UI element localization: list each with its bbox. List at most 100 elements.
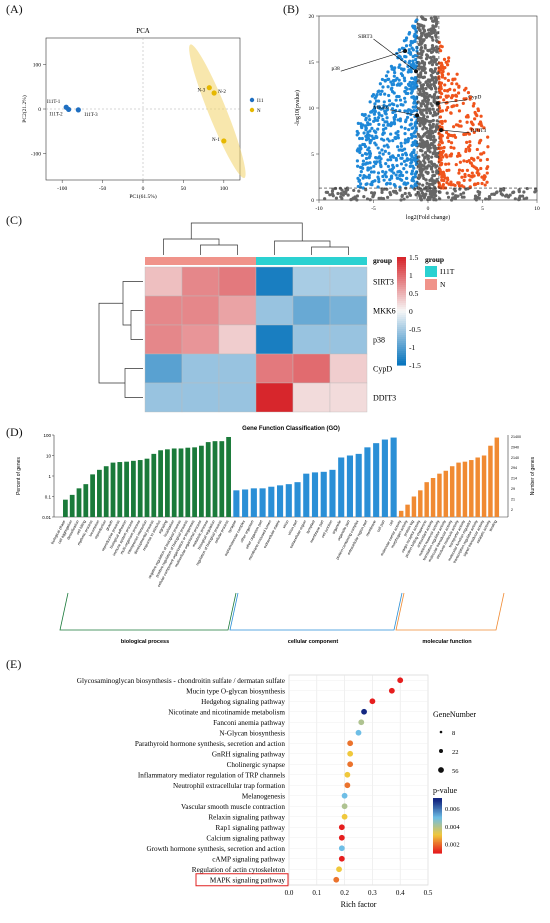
volcano-point: [426, 129, 430, 133]
y-tick-label: 0.1: [45, 495, 52, 500]
volcano-point: [444, 60, 448, 64]
volcano-point: [433, 58, 437, 62]
colorbar-segment: [397, 357, 406, 360]
volcano-point: [533, 190, 537, 194]
volcano-point: [416, 52, 420, 56]
group-bar-cell: [330, 257, 367, 265]
volcano-point: [479, 138, 483, 142]
volcano-point: [367, 114, 371, 118]
annotation-point: [415, 113, 420, 118]
volcano-point: [403, 138, 408, 142]
volcano-point: [440, 134, 444, 138]
annotation-label: p38: [332, 66, 341, 72]
y-tick-label: 0.01: [42, 515, 51, 520]
volcano-point: [400, 194, 404, 198]
dendrogram-branch: [311, 246, 349, 255]
volcano-point: [443, 76, 447, 80]
volcano-point: [402, 76, 406, 80]
pathway-bubble: [341, 792, 348, 799]
plot-frame: [288, 674, 429, 886]
volcano-point: [392, 190, 396, 194]
volcano-point: [449, 154, 453, 158]
color-legend-segment: [433, 821, 442, 824]
volcano-point: [435, 38, 439, 43]
volcano-point: [376, 99, 381, 103]
volcano-point: [428, 68, 433, 72]
volcano-point: [472, 130, 476, 134]
colorbar-segment: [397, 305, 406, 308]
color-legend-segment: [433, 848, 442, 851]
color-legend-tick: 0.004: [445, 824, 460, 831]
colorbar-segment: [397, 301, 406, 304]
volcano-point: [422, 38, 426, 42]
heatmap-cell: [292, 382, 331, 413]
volcano-point: [400, 46, 405, 50]
volcano-point: [445, 155, 449, 159]
volcano-point: [389, 121, 394, 125]
volcano-point: [465, 168, 470, 172]
volcano-point: [331, 187, 335, 191]
volcano-point: [333, 186, 338, 191]
volcano-point: [391, 110, 395, 115]
go-bar: [398, 510, 404, 517]
volcano-point: [414, 154, 418, 158]
volcano-point: [397, 148, 401, 152]
go-bar: [430, 477, 436, 517]
volcano-point: [381, 196, 386, 201]
volcano-point: [434, 152, 438, 156]
color-legend-segment: [433, 837, 442, 840]
x-tick-label: 0.5: [424, 889, 433, 897]
go-bar: [124, 461, 129, 517]
volcano-point: [454, 98, 458, 103]
pca-point: [66, 106, 72, 113]
volcano-point: [324, 190, 328, 194]
volcano-point: [380, 148, 384, 152]
annotation-point: [403, 48, 408, 53]
volcano-point: [408, 80, 412, 84]
volcano-point: [419, 23, 423, 27]
volcano-point: [413, 159, 418, 163]
volcano-point: [440, 121, 444, 126]
volcano-point: [375, 135, 379, 140]
volcano-point: [408, 123, 412, 127]
volcano-point: [440, 125, 444, 129]
volcano-point: [361, 159, 366, 163]
volcano-point: [376, 175, 380, 179]
annotation-line: [373, 38, 417, 72]
volcano-point: [464, 132, 468, 136]
volcano-point: [412, 85, 416, 90]
volcano-point: [477, 196, 481, 200]
volcano-point: [440, 45, 444, 49]
go-bar: [456, 462, 461, 517]
volcano-point: [425, 54, 430, 58]
volcano-point: [355, 159, 359, 163]
colorbar-tick-label: -1: [409, 343, 415, 352]
volcano-point: [368, 153, 372, 157]
volcano-point: [427, 147, 431, 151]
annotation-line: [437, 99, 468, 104]
volcano-point: [399, 198, 403, 202]
colorbar-tick-label: 0.5: [409, 289, 419, 298]
volcano-point: [372, 191, 377, 195]
dendrogram-branch: [200, 244, 238, 255]
heatmap-cell: [255, 353, 294, 384]
volcano-point: [466, 91, 471, 95]
volcano-point: [435, 108, 440, 112]
panel-label-a: (A): [6, 2, 23, 16]
volcano-point: [328, 193, 332, 197]
volcano-point: [342, 190, 346, 194]
volcano-point: [331, 194, 335, 198]
heatmap-cell: [218, 295, 257, 326]
volcano-point: [416, 22, 420, 26]
volcano-point: [432, 134, 436, 138]
volcano-point: [452, 88, 457, 92]
volcano-point: [455, 82, 459, 86]
volcano-point: [390, 102, 394, 106]
volcano-point: [363, 151, 368, 156]
point-label: I11T-2: [49, 112, 63, 117]
volcano-point: [471, 123, 475, 127]
volcano-point: [386, 70, 390, 74]
panel-label-d: (D): [6, 425, 23, 439]
go-term-label: cell: [388, 519, 394, 526]
volcano-point: [368, 100, 372, 104]
